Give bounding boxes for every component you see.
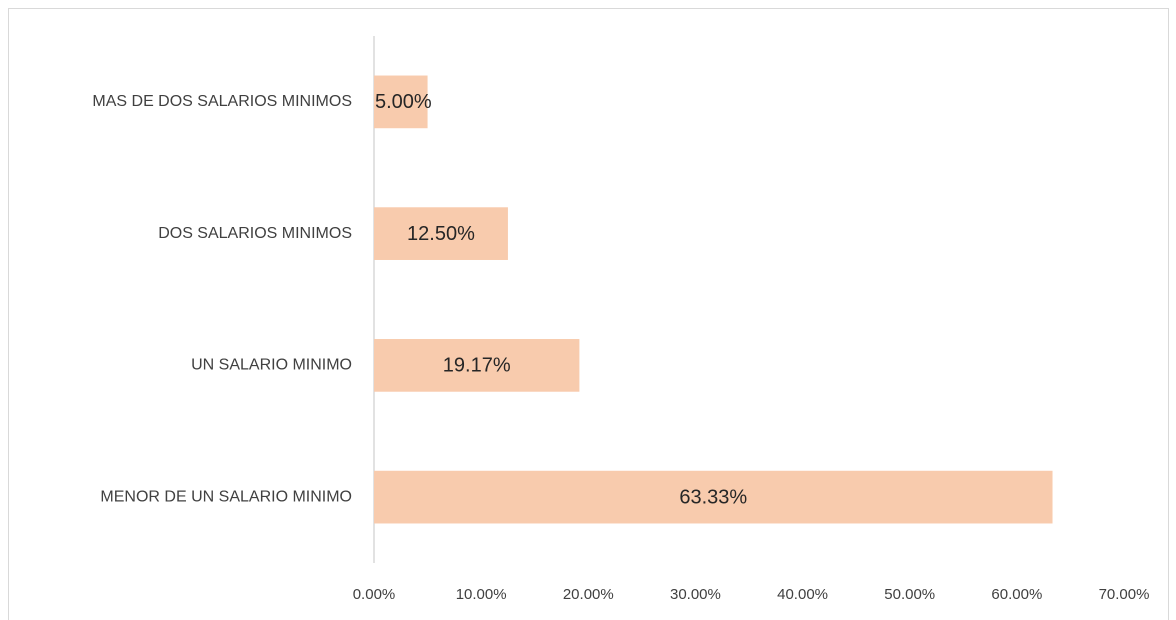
- bar: [374, 75, 428, 129]
- data-label: 12.50%: [407, 223, 475, 245]
- data-label: 5.00%: [375, 91, 432, 113]
- x-tick-label: 30.00%: [670, 586, 721, 603]
- bar: [374, 207, 508, 260]
- x-tick-label: 50.00%: [884, 586, 935, 603]
- x-tick-label: 10.00%: [456, 586, 507, 603]
- x-tick-label: 60.00%: [991, 586, 1042, 603]
- x-tick-label: 70.00%: [1099, 586, 1150, 603]
- data-label: 19.17%: [443, 355, 511, 377]
- y-tick-label: MENOR DE UN SALARIO MINIMO: [100, 488, 352, 505]
- y-tick-label: DOS SALARIOS MINIMOS: [158, 225, 352, 242]
- data-label: 63.33%: [679, 486, 747, 508]
- y-tick-label: UN SALARIO MINIMO: [191, 357, 352, 374]
- bar: [374, 470, 1053, 524]
- x-tick-label: 20.00%: [563, 586, 614, 603]
- bar: [374, 339, 580, 392]
- x-tick-label: 40.00%: [777, 586, 828, 603]
- x-tick-label: 0.00%: [353, 586, 396, 603]
- y-tick-label: MAS DE DOS SALARIOS MINIMOS: [92, 93, 352, 110]
- chart-border: [8, 8, 1169, 620]
